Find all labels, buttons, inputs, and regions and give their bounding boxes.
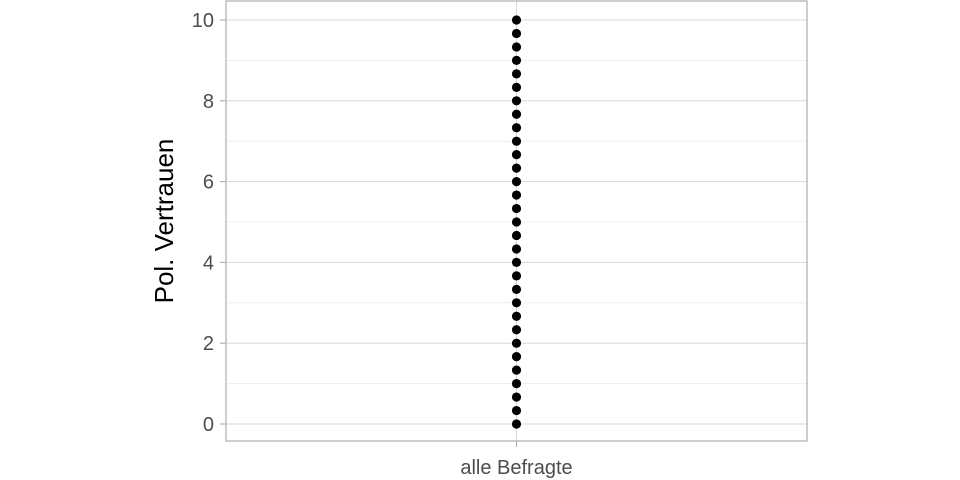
y-axis: 0 2 4 6 8 10 (192, 10, 226, 436)
data-point (511, 150, 522, 160)
y-tick-label: 8 (203, 91, 214, 113)
data-point (511, 325, 522, 335)
data-point (511, 82, 522, 92)
data-point (511, 109, 522, 119)
data-point (511, 392, 522, 402)
data-point (511, 257, 522, 267)
data-point (511, 244, 522, 254)
data-point (511, 271, 522, 281)
y-axis-title: Pol. Vertrauen (149, 139, 179, 304)
data-point (511, 338, 522, 348)
data-point (511, 311, 522, 321)
data-point (511, 28, 522, 39)
data-points (511, 15, 522, 429)
data-point (511, 298, 522, 308)
data-point (511, 379, 522, 389)
y-tick-label: 0 (203, 414, 214, 436)
data-point (511, 284, 522, 294)
data-point (511, 96, 522, 106)
data-point (511, 69, 522, 79)
x-axis: alle Befragte (460, 441, 573, 479)
data-point (511, 163, 522, 173)
y-tick-label: 6 (203, 172, 214, 194)
data-point (511, 203, 522, 214)
data-point (511, 136, 522, 146)
y-tick-label: 4 (203, 252, 214, 274)
data-point (511, 217, 522, 227)
data-point (511, 405, 522, 416)
data-point (511, 230, 522, 241)
panel-border (225, 0, 808, 442)
data-point (511, 177, 522, 187)
data-point (511, 190, 522, 200)
data-point (511, 15, 522, 25)
data-point (511, 42, 522, 52)
y-tick-label: 10 (192, 10, 214, 32)
data-point (511, 123, 522, 133)
data-point (511, 365, 522, 375)
data-point (511, 352, 522, 362)
x-tick-label: alle Befragte (460, 457, 572, 479)
data-point (511, 419, 522, 429)
y-tick-label: 2 (203, 333, 214, 355)
data-point (511, 55, 522, 65)
